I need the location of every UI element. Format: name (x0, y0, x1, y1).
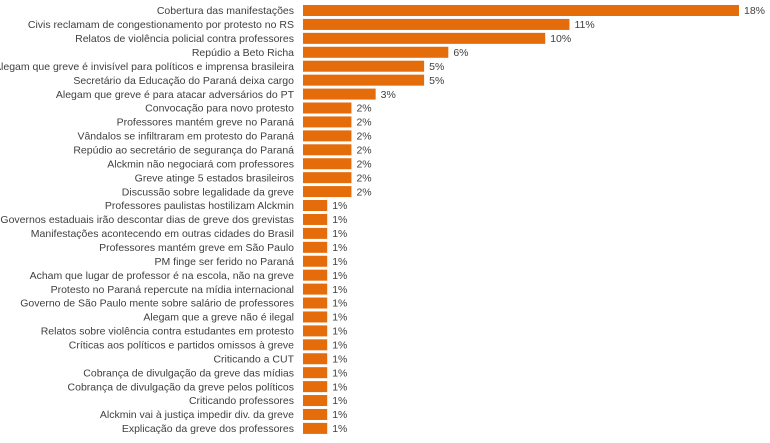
data-label: 5% (429, 61, 444, 73)
data-label: 2% (356, 145, 371, 157)
data-label: 2% (356, 186, 371, 198)
bar (303, 227, 328, 239)
category-label: Explicação da greve dos professores (122, 423, 294, 435)
category-label: Repúdio ao secretário de segurança do Pa… (73, 145, 294, 157)
data-label: 2% (356, 103, 371, 115)
data-label: 1% (332, 395, 347, 407)
category-label: Críticas aos políticos e partidos omisso… (69, 340, 294, 352)
bar (303, 200, 328, 212)
bar (303, 255, 328, 267)
category-label: Acham que lugar de professor é na escola… (30, 270, 295, 282)
data-label: 1% (332, 242, 347, 254)
data-label: 1% (332, 381, 347, 393)
data-label: 18% (744, 5, 765, 17)
category-label: Governo de São Paulo mente sobre salário… (20, 298, 294, 310)
bar (303, 311, 328, 323)
data-label: 6% (453, 47, 468, 59)
category-label: Secretário da Educação do Paraná deixa c… (73, 75, 294, 87)
category-label: Professores mantém greve em São Paulo (99, 242, 294, 254)
category-label: Relatos de violência policial contra pro… (75, 33, 294, 45)
bar (303, 158, 352, 170)
category-label: Manifestações acontecendo em outras cida… (31, 228, 294, 240)
bar (303, 367, 328, 379)
category-label: Cobrança de divulgação da greve das mídi… (83, 367, 294, 379)
bars (303, 5, 739, 434)
data-label: 1% (332, 256, 347, 268)
category-label: Governos estaduais irão descontar dias d… (0, 214, 294, 226)
bar (303, 5, 739, 16)
bar (303, 339, 328, 351)
bar (303, 172, 352, 184)
data-label: 1% (332, 298, 347, 310)
bar (303, 297, 328, 309)
data-label: 2% (356, 131, 371, 143)
category-label: Relatos sobre violência contra estudante… (41, 326, 294, 338)
data-label: 3% (381, 89, 396, 101)
data-label: 1% (332, 214, 347, 226)
data-label: 1% (332, 340, 347, 352)
data-label: 1% (332, 284, 347, 296)
category-label: Alegam que greve é para atacar adversári… (56, 89, 295, 101)
category-label: Alckmin vai à justiça impedir div. da gr… (100, 409, 294, 421)
bar (303, 32, 546, 44)
data-label: 1% (332, 367, 347, 379)
bar (303, 144, 352, 156)
data-label: 5% (429, 75, 444, 87)
category-label: Criticando professores (189, 395, 294, 407)
data-label: 1% (332, 200, 347, 212)
category-label: PM finge ser ferido no Paraná (155, 256, 295, 268)
value-labels: 18%11%10%6%5%5%3%2%2%2%2%2%2%2%1%1%1%1%1… (332, 5, 765, 435)
bar (303, 102, 352, 114)
category-label: Criticando a CUT (213, 353, 294, 365)
data-label: 1% (332, 353, 347, 365)
bar (303, 381, 328, 393)
data-label: 1% (332, 326, 347, 338)
data-label: 1% (332, 409, 347, 421)
bar (303, 213, 328, 225)
data-label: 1% (332, 423, 347, 435)
category-label: Convocação para novo protesto (145, 103, 294, 115)
bar (303, 325, 328, 337)
data-label: 2% (356, 172, 371, 184)
data-label: 10% (550, 33, 571, 45)
category-label: Professores mantém greve no Paraná (117, 117, 295, 129)
bar (303, 186, 352, 198)
bar (303, 408, 328, 420)
category-label: Alegam que a greve não é ilegal (143, 312, 294, 324)
category-label: Civis reclamam de congestionamento por p… (28, 19, 294, 31)
category-label: Cobertura das manifestações (157, 5, 294, 17)
category-label: Alegam que greve é invisível para políti… (0, 61, 294, 73)
category-label: Alckmin não negociará com professores (107, 158, 294, 170)
data-label: 2% (356, 117, 371, 129)
bar (303, 353, 328, 365)
bar (303, 395, 328, 407)
data-label: 1% (332, 228, 347, 240)
data-label: 1% (332, 312, 347, 324)
category-label: Professores paulistas hostilizam Alckmin (105, 200, 294, 212)
category-labels: Cobertura das manifestações Civis reclama… (0, 5, 295, 435)
bar (303, 283, 328, 295)
bar (303, 269, 328, 281)
bar (303, 60, 425, 72)
category-label: Protesto no Paraná repercute na mídia in… (51, 284, 294, 296)
bar (303, 18, 570, 30)
category-label: Discussão sobre legalidade da greve (122, 186, 294, 198)
data-label: 1% (332, 270, 347, 282)
data-label: 11% (574, 19, 594, 31)
data-label: 2% (356, 158, 371, 170)
category-label: Cobrança de divulgação da greve pelos po… (68, 381, 294, 393)
bar (303, 46, 449, 58)
category-label: Repúdio a Beto Richa (192, 47, 294, 59)
bar (303, 422, 328, 434)
bar (303, 116, 352, 128)
bar (303, 74, 425, 86)
bar (303, 241, 328, 253)
category-label: Greve atinge 5 estados brasileiros (135, 172, 294, 184)
bar (303, 130, 352, 142)
bar (303, 88, 376, 100)
category-label: Vândalos se infiltraram em protesto do P… (77, 131, 294, 143)
